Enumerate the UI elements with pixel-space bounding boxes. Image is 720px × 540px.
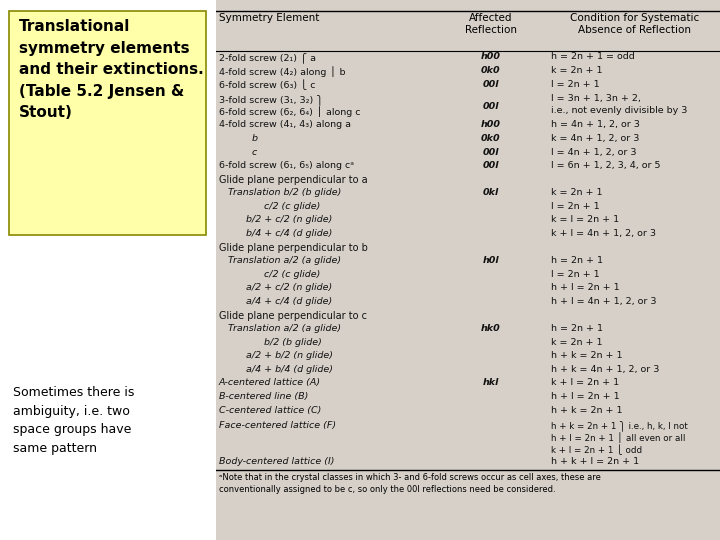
Text: k = l = 2n + 1: k = l = 2n + 1 bbox=[552, 215, 619, 225]
Text: a/2 + b/2 (n glide): a/2 + b/2 (n glide) bbox=[219, 352, 333, 360]
Text: h = 2n + 1 = odd: h = 2n + 1 = odd bbox=[552, 52, 635, 62]
Text: Translation a/2 (a glide): Translation a/2 (a glide) bbox=[219, 324, 341, 333]
Text: h + l = 4n + 1, 2, or 3: h + l = 4n + 1, 2, or 3 bbox=[552, 297, 657, 306]
Text: C-centered lattice (C): C-centered lattice (C) bbox=[219, 406, 321, 415]
Text: b: b bbox=[219, 134, 258, 143]
Text: Translation a/2 (a glide): Translation a/2 (a glide) bbox=[219, 256, 341, 265]
Text: l = 3n + 1, 3n + 2,: l = 3n + 1, 3n + 2, bbox=[552, 94, 641, 103]
Text: b/4 + c/4 (d glide): b/4 + c/4 (d glide) bbox=[219, 229, 332, 238]
Text: Sometimes there is
ambiguity, i.e. two
space groups have
same pattern: Sometimes there is ambiguity, i.e. two s… bbox=[13, 386, 134, 455]
Text: a/4 + c/4 (d glide): a/4 + c/4 (d glide) bbox=[219, 297, 332, 306]
Text: Condition for Systematic
Absence of Reflection: Condition for Systematic Absence of Refl… bbox=[570, 13, 699, 35]
Text: a/4 + b/4 (d glide): a/4 + b/4 (d glide) bbox=[219, 365, 333, 374]
Text: 0k0: 0k0 bbox=[481, 66, 500, 75]
Text: ᵃNote that in the crystal classes in which 3- and 6-fold screws occur as cell ax: ᵃNote that in the crystal classes in whi… bbox=[219, 473, 600, 494]
Text: Face-centered lattice (F): Face-centered lattice (F) bbox=[219, 421, 336, 430]
Text: 4-fold screw (4₂) along ⎪ b: 4-fold screw (4₂) along ⎪ b bbox=[219, 66, 345, 77]
Text: b/2 + c/2 (n glide): b/2 + c/2 (n glide) bbox=[219, 215, 332, 225]
Text: 00l: 00l bbox=[482, 147, 499, 157]
Text: h00: h00 bbox=[481, 120, 500, 129]
Text: Translation b/2 (b glide): Translation b/2 (b glide) bbox=[219, 188, 341, 197]
Text: h0l: h0l bbox=[482, 256, 499, 265]
Text: h + k = 2n + 1 ⎫ i.e., h, k, l not: h + k = 2n + 1 ⎫ i.e., h, k, l not bbox=[552, 420, 688, 431]
Text: k = 4n + 1, 2, or 3: k = 4n + 1, 2, or 3 bbox=[552, 134, 639, 143]
Text: 0kl: 0kl bbox=[482, 188, 499, 197]
Text: 2-fold screw (2₁) ⎧ a: 2-fold screw (2₁) ⎧ a bbox=[219, 52, 315, 63]
Text: 6-fold screw (6₁, 6₅) along cᵃ: 6-fold screw (6₁, 6₅) along cᵃ bbox=[219, 161, 354, 170]
Text: h + k = 2n + 1: h + k = 2n + 1 bbox=[552, 352, 623, 360]
Text: 00l: 00l bbox=[482, 79, 499, 89]
Text: l = 2n + 1: l = 2n + 1 bbox=[552, 270, 600, 279]
Text: Symmetry Element: Symmetry Element bbox=[219, 13, 319, 23]
Text: 4-fold screw (4₁, 4₃) along a: 4-fold screw (4₁, 4₃) along a bbox=[219, 120, 351, 129]
Text: l = 4n + 1, 2, or 3: l = 4n + 1, 2, or 3 bbox=[552, 147, 636, 157]
Text: h + l = 2n + 1 ⎪ all even or all: h + l = 2n + 1 ⎪ all even or all bbox=[552, 432, 685, 443]
FancyBboxPatch shape bbox=[9, 11, 206, 235]
Text: Translational
symmetry elements
and their extinctions.
(Table 5.2 Jensen &
Stout: Translational symmetry elements and thei… bbox=[19, 19, 204, 120]
Text: i.e., not evenly divisible by 3: i.e., not evenly divisible by 3 bbox=[552, 106, 688, 115]
Text: h = 4n + 1, 2, or 3: h = 4n + 1, 2, or 3 bbox=[552, 120, 640, 129]
Text: c/2 (c glide): c/2 (c glide) bbox=[219, 270, 320, 279]
Text: k = 2n + 1: k = 2n + 1 bbox=[552, 66, 603, 75]
Text: h + k + l = 2n + 1: h + k + l = 2n + 1 bbox=[552, 457, 639, 467]
Text: c/2 (c glide): c/2 (c glide) bbox=[219, 202, 320, 211]
Text: 0k0: 0k0 bbox=[481, 134, 500, 143]
Text: Glide plane perpendicular to a: Glide plane perpendicular to a bbox=[219, 174, 367, 185]
Text: 6-fold screw (6₂, 6₄) ⎪ along c: 6-fold screw (6₂, 6₄) ⎪ along c bbox=[219, 106, 360, 117]
Text: l = 6n + 1, 2, 3, 4, or 5: l = 6n + 1, 2, 3, 4, or 5 bbox=[552, 161, 661, 170]
Text: 6-fold screw (6₃) ⎩ c: 6-fold screw (6₃) ⎩ c bbox=[219, 79, 315, 90]
Text: h + l = 2n + 1: h + l = 2n + 1 bbox=[552, 284, 620, 292]
Text: h00: h00 bbox=[481, 52, 500, 62]
Text: h + l = 2n + 1: h + l = 2n + 1 bbox=[552, 392, 620, 401]
Text: l = 2n + 1: l = 2n + 1 bbox=[552, 79, 600, 89]
Text: A-centered lattice (A): A-centered lattice (A) bbox=[219, 379, 320, 388]
Text: 3-fold screw (3₁, 3₂) ⎫: 3-fold screw (3₁, 3₂) ⎫ bbox=[219, 94, 323, 105]
Text: k + l = 4n + 1, 2, or 3: k + l = 4n + 1, 2, or 3 bbox=[552, 229, 656, 238]
Text: hkl: hkl bbox=[482, 379, 499, 388]
Text: k = 2n + 1: k = 2n + 1 bbox=[552, 338, 603, 347]
Text: k + l = 2n + 1: k + l = 2n + 1 bbox=[552, 379, 619, 388]
Text: Affected
Reflection: Affected Reflection bbox=[464, 13, 517, 35]
Text: a/2 + c/2 (n glide): a/2 + c/2 (n glide) bbox=[219, 284, 332, 292]
Text: 00l: 00l bbox=[482, 102, 499, 111]
Text: Glide plane perpendicular to b: Glide plane perpendicular to b bbox=[219, 242, 367, 253]
Text: h = 2n + 1: h = 2n + 1 bbox=[552, 324, 603, 333]
Text: h + k = 4n + 1, 2, or 3: h + k = 4n + 1, 2, or 3 bbox=[552, 365, 660, 374]
Text: Glide plane perpendicular to c: Glide plane perpendicular to c bbox=[219, 310, 366, 321]
Text: h + k = 2n + 1: h + k = 2n + 1 bbox=[552, 406, 623, 415]
Text: Body-centered lattice (I): Body-centered lattice (I) bbox=[219, 457, 334, 467]
Text: hk0: hk0 bbox=[481, 324, 500, 333]
Text: c: c bbox=[219, 147, 257, 157]
Text: b/2 (b glide): b/2 (b glide) bbox=[219, 338, 321, 347]
Text: k = 2n + 1: k = 2n + 1 bbox=[552, 188, 603, 197]
Text: l = 2n + 1: l = 2n + 1 bbox=[552, 202, 600, 211]
Text: h = 2n + 1: h = 2n + 1 bbox=[552, 256, 603, 265]
Text: 00l: 00l bbox=[482, 161, 499, 170]
Text: B-centered line (B): B-centered line (B) bbox=[219, 392, 308, 401]
Text: k + l = 2n + 1 ⎩ odd: k + l = 2n + 1 ⎩ odd bbox=[552, 444, 642, 455]
